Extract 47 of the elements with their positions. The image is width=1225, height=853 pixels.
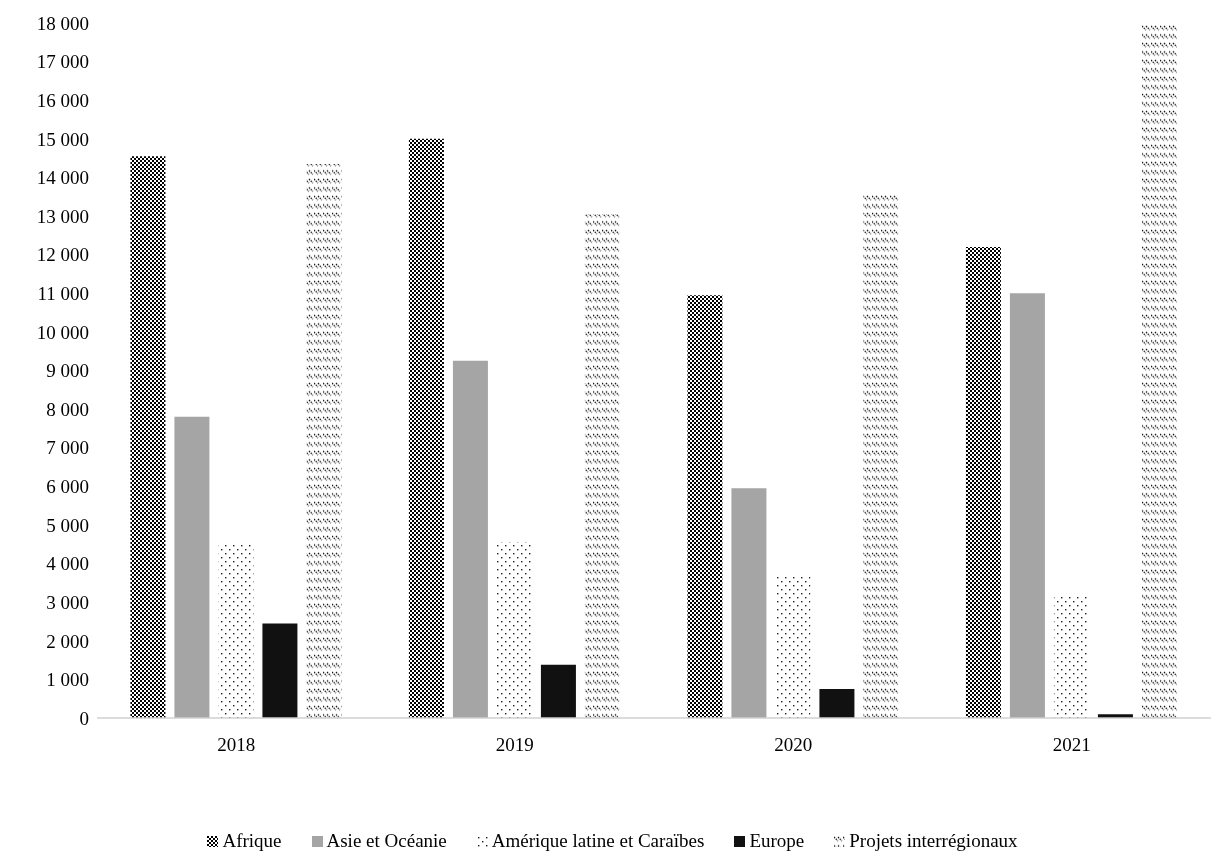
x-tick-label: 2019 — [495, 734, 534, 756]
bar — [731, 488, 767, 718]
y-tick-label: 9 000 — [46, 360, 89, 382]
y-tick-label: 15 000 — [36, 128, 89, 150]
bar — [965, 246, 1001, 718]
y-tick-label: 10 000 — [36, 321, 89, 343]
y-tick-label: 18 000 — [36, 12, 89, 34]
bar — [775, 575, 811, 718]
bar — [1141, 23, 1177, 718]
bar — [540, 664, 576, 718]
bar — [819, 689, 855, 718]
y-tick-label: 2 000 — [46, 630, 89, 652]
y-tick-label: 1 000 — [46, 669, 89, 691]
x-tick-label: 2020 — [774, 734, 813, 756]
x-tick-label: 2021 — [1052, 734, 1091, 756]
bar — [1053, 596, 1089, 718]
legend-label: Afrique — [222, 830, 282, 852]
y-tick-label: 17 000 — [36, 51, 89, 73]
bar — [218, 544, 254, 718]
y-tick-label: 11 000 — [37, 283, 89, 305]
bar — [408, 138, 444, 718]
bar — [306, 163, 342, 718]
y-tick-label: 3 000 — [46, 591, 89, 613]
legend-label: Projets interrégionaux — [849, 830, 1018, 852]
legend-label: Amérique latine et Caraïbes — [491, 830, 705, 852]
y-tick-label: 8 000 — [46, 398, 89, 420]
legend-label: Europe — [749, 830, 805, 852]
y-tick-label: 5 000 — [46, 514, 89, 536]
bar — [687, 295, 723, 718]
y-tick-label: 14 000 — [36, 167, 89, 189]
y-tick-label: 4 000 — [46, 553, 89, 575]
bar — [584, 214, 620, 718]
y-tick-label: 12 000 — [36, 244, 89, 266]
bar — [174, 416, 210, 718]
legend-label: Asie et Océanie — [326, 830, 447, 852]
bar — [452, 360, 488, 718]
y-tick-label: 6 000 — [46, 476, 89, 498]
y-tick-label: 16 000 — [36, 89, 89, 111]
x-tick-label: 2018 — [217, 734, 256, 756]
bar — [496, 542, 532, 718]
bar — [262, 623, 298, 718]
bar — [130, 156, 166, 718]
y-tick-label: 0 — [79, 707, 89, 729]
bar — [863, 192, 899, 718]
y-tick-label: 7 000 — [46, 437, 89, 459]
bar — [1009, 293, 1045, 718]
y-tick-label: 13 000 — [36, 205, 89, 227]
